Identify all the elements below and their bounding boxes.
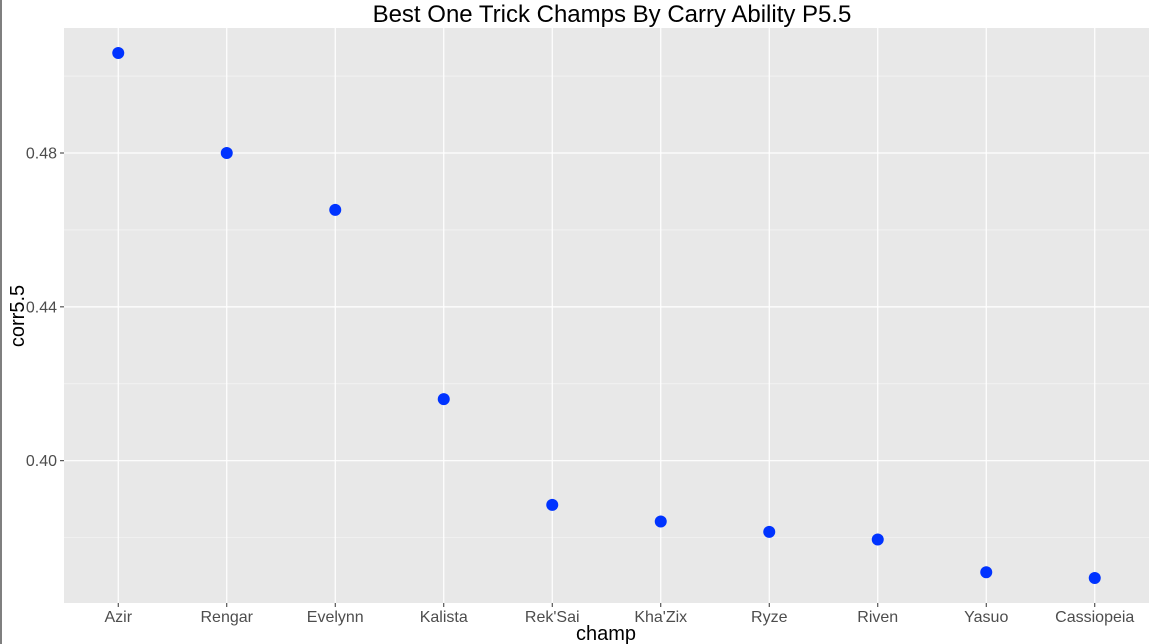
x-tick-label: Rek'Sai	[525, 609, 580, 626]
data-points	[112, 47, 1101, 584]
x-tick-label: Ryze	[751, 609, 788, 626]
data-point	[220, 147, 233, 159]
data-point	[654, 515, 667, 528]
data-point	[871, 533, 884, 546]
data-point	[437, 393, 450, 406]
x-tick-label: Evelynn	[307, 609, 364, 626]
y-axis-ticks: 0.40 0.44 0.48	[26, 146, 64, 470]
plot-panel	[64, 28, 1149, 603]
x-tick-label: Cassiopeia	[1055, 609, 1134, 626]
data-point	[546, 498, 559, 511]
y-tick-label: 0.48	[26, 146, 57, 163]
data-point	[329, 203, 342, 216]
y-axis-title: corr5.5	[7, 285, 29, 347]
x-tick-label: Rengar	[201, 609, 254, 626]
x-tick-label: Riven	[857, 609, 898, 626]
data-point	[112, 47, 125, 59]
window-left-border	[0, 0, 2, 644]
x-tick-label: Yasuo	[964, 609, 1008, 626]
data-point	[980, 566, 993, 579]
data-point	[763, 525, 776, 538]
x-tick-label: Kalista	[420, 609, 468, 626]
data-point	[1088, 572, 1101, 584]
x-tick-label: Azir	[104, 609, 132, 626]
y-tick-label: 0.44	[26, 299, 57, 316]
y-tick-label: 0.40	[26, 453, 57, 470]
major-gridlines	[64, 28, 1149, 603]
x-axis-ticks: Azir Rengar Evelynn Kalista Rek'Sai Kha'Zix Ry…	[104, 603, 1134, 626]
chart-title: Best One Trick Champs By Carry Ability P…	[373, 1, 852, 28]
minor-gridlines	[64, 75, 1149, 538]
x-axis-title: champ	[576, 623, 636, 644]
x-tick-label: Kha'Zix	[634, 609, 687, 626]
